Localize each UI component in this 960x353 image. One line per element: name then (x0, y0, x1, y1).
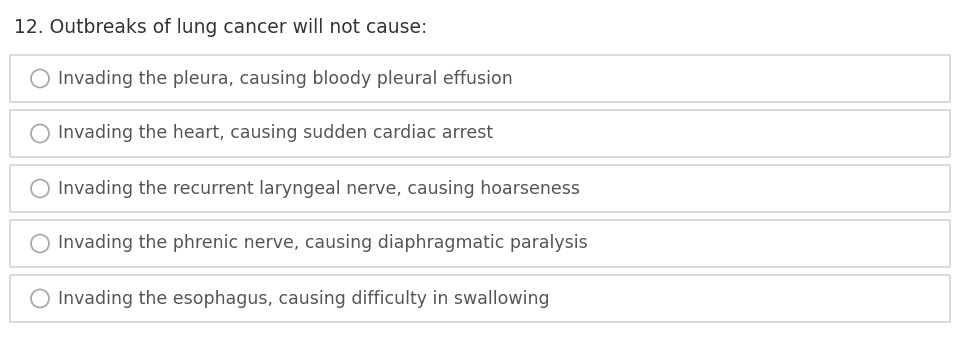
FancyBboxPatch shape (10, 220, 950, 267)
FancyBboxPatch shape (10, 110, 950, 157)
Circle shape (31, 125, 49, 143)
Text: 12. Outbreaks of lung cancer will not cause:: 12. Outbreaks of lung cancer will not ca… (14, 18, 427, 37)
Text: Invading the esophagus, causing difficulty in swallowing: Invading the esophagus, causing difficul… (58, 289, 550, 307)
Text: Invading the heart, causing sudden cardiac arrest: Invading the heart, causing sudden cardi… (58, 125, 493, 143)
Text: Invading the pleura, causing bloody pleural effusion: Invading the pleura, causing bloody pleu… (58, 70, 513, 88)
Circle shape (31, 234, 49, 252)
Circle shape (31, 179, 49, 197)
Circle shape (31, 70, 49, 88)
FancyBboxPatch shape (10, 275, 950, 322)
Circle shape (31, 289, 49, 307)
Text: Invading the phrenic nerve, causing diaphragmatic paralysis: Invading the phrenic nerve, causing diap… (58, 234, 588, 252)
FancyBboxPatch shape (10, 55, 950, 102)
FancyBboxPatch shape (10, 165, 950, 212)
Text: Invading the recurrent laryngeal nerve, causing hoarseness: Invading the recurrent laryngeal nerve, … (58, 179, 580, 197)
